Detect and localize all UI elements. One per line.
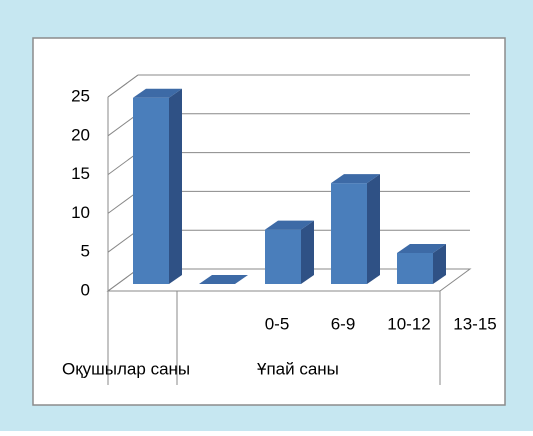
y-tick-label: 20 <box>71 125 90 144</box>
category-group-label: Оқушылар саны <box>62 359 190 378</box>
x-tick-label: 6-9 <box>331 314 356 333</box>
y-tick-label: 25 <box>71 86 90 105</box>
bar <box>199 275 248 284</box>
grid-line-side <box>107 74 139 98</box>
bar-top <box>331 174 380 184</box>
x-tick-label: 0-5 <box>265 314 290 333</box>
y-tick-label: 0 <box>81 280 90 299</box>
bar-top <box>133 88 182 98</box>
plot-frame <box>32 37 506 406</box>
bar-side <box>301 220 314 284</box>
category-group-label: Ұпай саны <box>257 359 339 378</box>
bar <box>331 174 380 284</box>
y-tick-label: 10 <box>71 203 90 222</box>
bar-front <box>265 229 301 284</box>
bar-front <box>133 97 169 284</box>
bar-front <box>397 252 433 284</box>
bar <box>265 220 314 284</box>
bar-side <box>169 88 182 284</box>
bar-side <box>433 243 446 284</box>
y-tick-label: 15 <box>71 164 90 183</box>
bar-front <box>331 183 367 284</box>
bar-side <box>367 174 380 284</box>
bar-top <box>199 275 248 284</box>
bar <box>133 88 182 284</box>
x-tick-label: 10-12 <box>387 314 430 333</box>
y-tick-label: 5 <box>81 242 90 261</box>
bar <box>397 243 446 284</box>
bar-top <box>265 220 314 230</box>
x-tick-label: 13-15 <box>453 314 496 333</box>
bar-top <box>397 243 446 253</box>
